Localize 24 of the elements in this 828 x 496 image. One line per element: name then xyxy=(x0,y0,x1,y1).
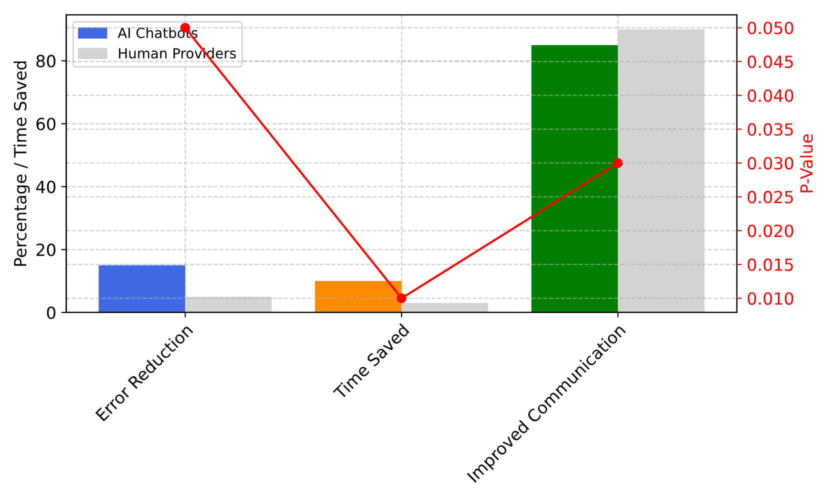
y-axis-title: Percentage / Time Saved xyxy=(14,61,30,266)
y-tick-label: 20 xyxy=(36,244,56,256)
y2-tick-label: 0.030 xyxy=(748,156,794,170)
bar xyxy=(185,296,272,312)
y-tick-label: 0 xyxy=(47,306,56,320)
y2-tick-label: 0.050 xyxy=(748,22,794,34)
bar xyxy=(315,281,402,312)
y2-tick-label: 0.010 xyxy=(748,292,794,305)
y-tick-label: 40 xyxy=(36,180,56,194)
bar xyxy=(618,29,704,312)
y2-tick-label: 0.035 xyxy=(748,123,793,136)
y-tick-label: 80 xyxy=(36,54,56,68)
y2-tick-label: 0.025 xyxy=(748,190,793,204)
bar xyxy=(402,303,488,312)
y2-tick-label: 0.045 xyxy=(748,56,793,68)
point xyxy=(396,293,406,304)
point xyxy=(613,158,623,168)
y2-tick-label: 0.020 xyxy=(748,224,794,238)
bar xyxy=(531,45,618,312)
y2-tick-label: 0.040 xyxy=(748,89,794,102)
y-tick-label: 60 xyxy=(36,118,56,130)
y2-axis-title: P-Value xyxy=(800,134,813,192)
bar xyxy=(98,265,186,312)
y2-tick-label: 0.015 xyxy=(748,258,793,272)
